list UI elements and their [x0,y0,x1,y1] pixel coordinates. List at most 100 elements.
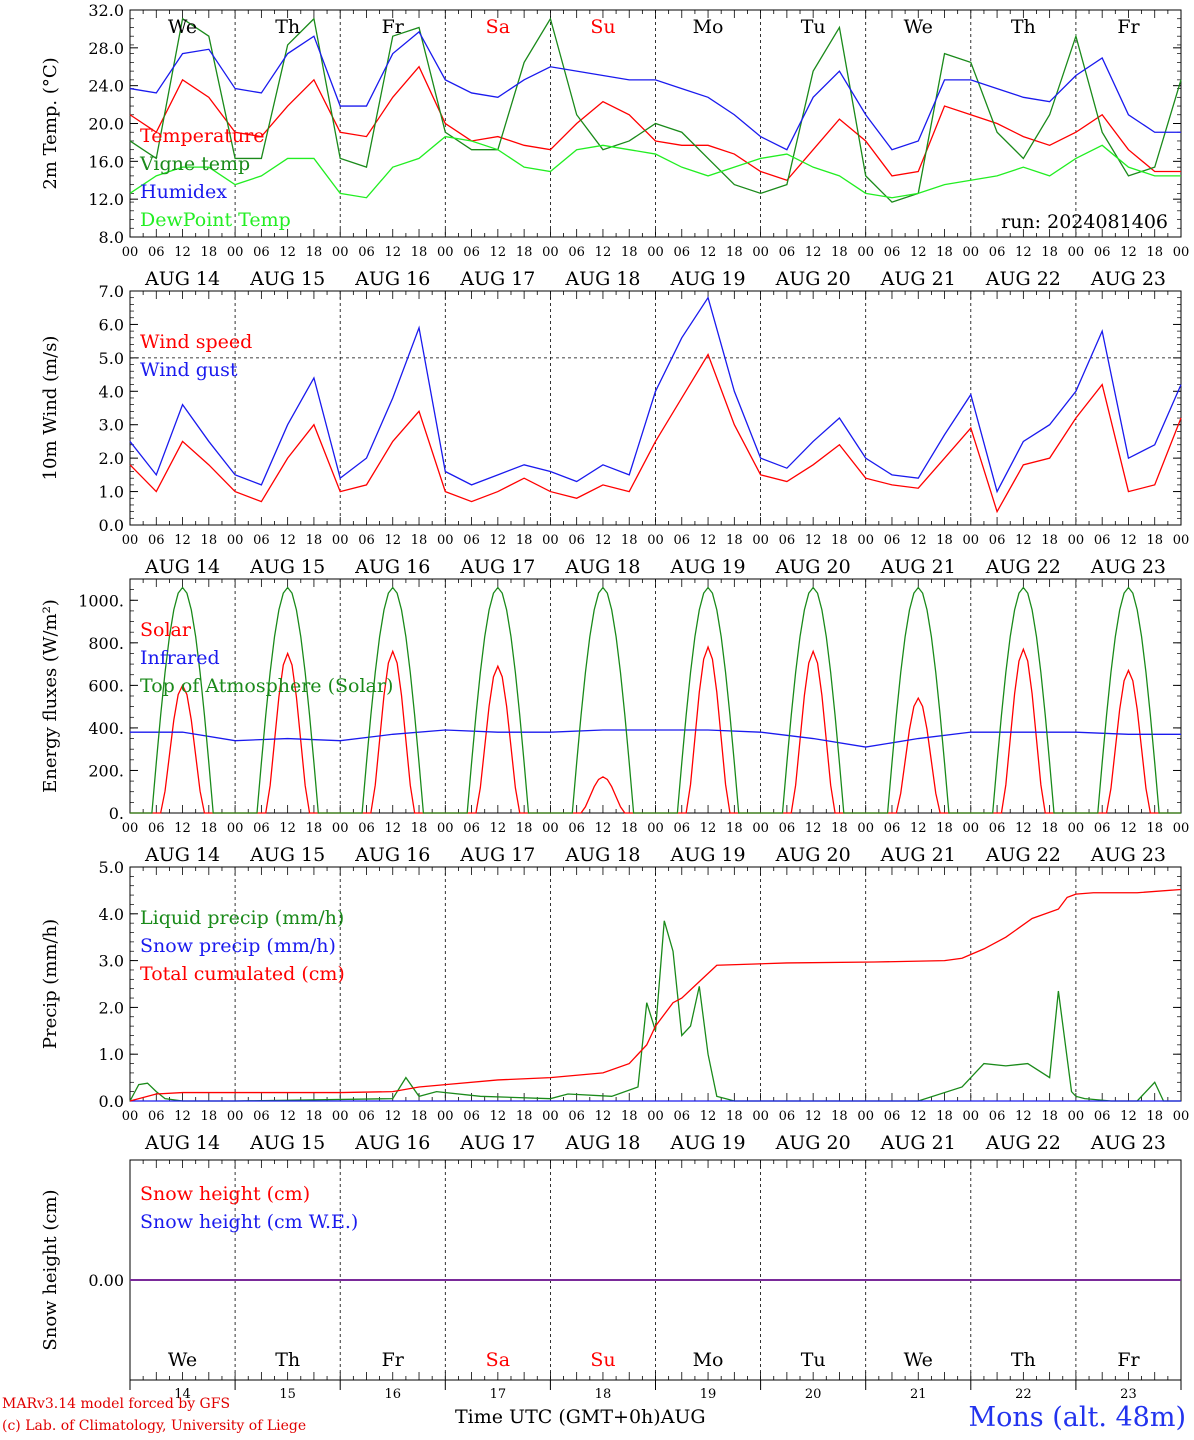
hour-tick-label: 00 [332,245,349,260]
hour-tick-label: 00 [857,533,874,548]
date-label: AUG 18 [564,1132,640,1154]
hour-tick-label: 06 [989,1109,1006,1124]
hour-tick-label: 12 [384,533,401,548]
day-number-label: 19 [700,1387,717,1402]
hour-tick-label: 12 [595,1109,612,1124]
hour-tick-label: 12 [805,245,822,260]
hour-tick-label: 06 [568,821,585,836]
weekday-label: Mo [693,1349,724,1371]
hour-tick-label: 00 [752,821,769,836]
hour-tick-label: 12 [490,533,507,548]
y-tick-label: 600. [88,676,124,695]
y-tick-label: 2.0 [99,449,124,468]
series-line [130,729,1181,748]
hour-tick-label: 18 [1146,1109,1163,1124]
weekday-label: Sa [486,16,510,38]
hour-tick-label: 06 [779,1109,796,1124]
weekday-label: We [168,1349,197,1371]
date-label: AUG 19 [669,1132,745,1154]
date-label: AUG 19 [669,556,745,578]
hour-tick-label: 06 [148,1109,165,1124]
y-tick-label: 0. [109,804,124,823]
date-label: AUG 21 [880,556,956,578]
hour-tick-label: 12 [384,1109,401,1124]
hour-tick-label: 00 [542,533,559,548]
weekday-label: Th [1011,1349,1036,1371]
hour-tick-label: 18 [201,533,218,548]
hour-tick-label: 06 [568,245,585,260]
y-tick-label: 12.0 [88,190,124,209]
y-tick-label: 1.0 [99,483,124,502]
hour-tick-label: 00 [963,821,980,836]
date-label: AUG 15 [249,844,325,866]
y-tick-label: 1000. [78,591,124,610]
date-label: AUG 17 [459,268,535,290]
hour-tick-label: 00 [122,533,139,548]
hour-tick-label: 12 [595,533,612,548]
hour-tick-label: 18 [516,1109,533,1124]
y-tick-label: 28.0 [88,39,124,58]
hour-tick-label: 18 [306,821,323,836]
series-line [129,135,1181,199]
hour-tick-label: 06 [779,821,796,836]
hour-tick-label: 00 [1068,533,1085,548]
hour-tick-label: 06 [989,245,1006,260]
hour-tick-label: 12 [174,245,191,260]
hour-tick-label: 06 [148,245,165,260]
legend-label: Snow precip (mm/h) [140,935,336,957]
hour-tick-label: 12 [595,245,612,260]
y-tick-label: 24.0 [88,77,124,96]
hour-tick-label: 12 [279,1109,296,1124]
hour-tick-label: 00 [332,821,349,836]
hour-tick-label: 12 [279,245,296,260]
model-credit: MARv3.14 model forced by GFS [2,1396,231,1412]
date-label: AUG 16 [354,1132,430,1154]
date-label: AUG 23 [1090,1132,1166,1154]
hour-tick-label: 18 [621,533,638,548]
y-tick-label: 2.0 [99,998,124,1017]
hour-tick-label: 00 [332,533,349,548]
weekday-label: Tu [801,16,826,38]
date-label: AUG 20 [775,556,851,578]
hour-tick-label: 18 [201,245,218,260]
hour-tick-label: 00 [1173,245,1190,260]
hour-tick-label: 00 [122,245,139,260]
month-label: AUG [660,1406,706,1428]
hour-tick-label: 12 [595,821,612,836]
legend-label: Infrared [140,647,220,669]
y-tick-label: 4.0 [99,905,124,924]
hour-tick-label: 00 [1173,1109,1190,1124]
legend-label: Total cumulated (cm) [140,963,345,985]
date-label: AUG 18 [564,844,640,866]
hour-tick-label: 12 [805,821,822,836]
y-tick-label: 6.0 [99,315,124,334]
hour-tick-label: 00 [963,245,980,260]
legend-label: Liquid precip (mm/h) [140,907,344,929]
legend-label: Wind speed [140,331,252,353]
hour-tick-label: 06 [463,821,480,836]
hour-tick-label: 06 [253,1109,270,1124]
legend-label: Snow height (cm) [140,1183,310,1205]
hour-tick-label: 18 [1041,245,1058,260]
day-number-label: 22 [1015,1387,1032,1402]
date-label: AUG 17 [459,556,535,578]
legend-label: Temperature [140,125,264,147]
series-line [129,17,1182,203]
weekday-label: Fr [1117,1349,1140,1371]
hour-tick-label: 18 [831,1109,848,1124]
date-label: AUG 22 [985,268,1061,290]
hour-tick-label: 06 [358,533,375,548]
hour-tick-label: 12 [174,821,191,836]
hour-tick-label: 12 [279,533,296,548]
hour-tick-label: 00 [752,1109,769,1124]
weekday-label: Th [275,1349,300,1371]
y-tick-label: 5.0 [99,858,124,877]
hour-tick-label: 12 [174,533,191,548]
date-label: AUG 15 [249,556,325,578]
y-tick-label: 16.0 [88,152,124,171]
legend-label: Snow height (cm W.E.) [140,1211,358,1233]
hour-tick-label: 12 [490,1109,507,1124]
hour-tick-label: 00 [647,533,664,548]
hour-tick-label: 00 [1068,821,1085,836]
hour-tick-label: 06 [779,245,796,260]
